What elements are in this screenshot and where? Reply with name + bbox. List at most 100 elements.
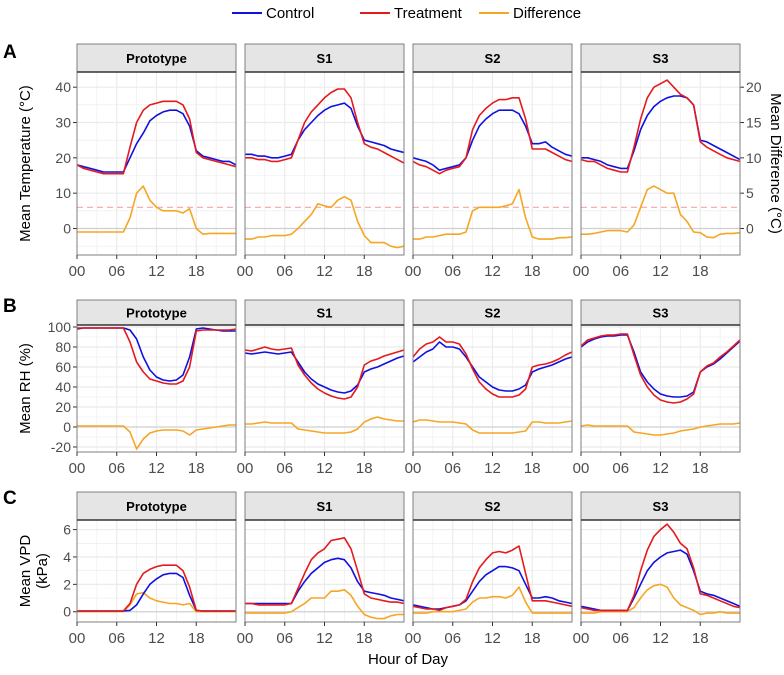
series-treatment xyxy=(245,88,405,164)
series-control xyxy=(412,341,573,392)
series-difference xyxy=(413,188,573,240)
x-tick-label: 06 xyxy=(276,630,293,647)
x-tick-label: 06 xyxy=(276,263,293,280)
secondary-y-tick-label: 15 xyxy=(746,115,762,131)
facet-s2: S2 00 06 12 18 xyxy=(405,43,573,280)
series-difference xyxy=(245,416,404,434)
facet-title: S2 xyxy=(485,499,501,514)
x-tick-label: 00 xyxy=(405,263,422,280)
x-tick-label: 00 xyxy=(573,263,590,280)
facet-s2: S2 00 06 12 18 xyxy=(405,491,573,647)
panel-letter: A xyxy=(3,42,17,63)
facet-s1: S1 00 06 12 18 xyxy=(237,491,405,647)
y-tick-label: 0 xyxy=(63,604,71,620)
secondary-y-tick-label: 0 xyxy=(746,221,754,237)
facet-title: Prototype xyxy=(126,306,187,321)
row-a: A Mean Temperature (°C) 0 10 20 30 40 0 5 10 15 20 M… xyxy=(3,42,784,280)
y-tick-label: 4 xyxy=(63,549,71,565)
facet-strip xyxy=(244,491,405,521)
x-tick-label: 00 xyxy=(405,460,422,477)
x-axis-title: Hour of Day xyxy=(368,651,449,668)
series-difference xyxy=(580,422,741,436)
series-control xyxy=(245,557,405,605)
series-treatment xyxy=(244,346,405,400)
secondary-y-tick-label: 20 xyxy=(746,79,762,95)
y-tick-label: 40 xyxy=(55,79,71,95)
series-treatment xyxy=(76,100,237,175)
panel-letter: C xyxy=(3,488,17,509)
x-tick-label: 06 xyxy=(612,460,629,477)
y-tick-label: -20 xyxy=(51,439,71,455)
x-tick-label: 18 xyxy=(188,630,205,647)
x-tick-label: 12 xyxy=(484,460,501,477)
facet-title: S3 xyxy=(653,306,669,321)
series-control xyxy=(245,102,405,159)
x-tick-label: 12 xyxy=(148,630,165,647)
legend-label: Difference xyxy=(513,5,581,22)
secondary-y-tick-label: 5 xyxy=(746,185,754,201)
y-axis-title: (kPa) xyxy=(34,553,51,589)
x-tick-label: 00 xyxy=(69,460,86,477)
y-tick-label: 0 xyxy=(63,221,71,237)
series-treatment xyxy=(580,523,741,612)
row-c: C Mean VPD (kPa) 0 2 4 6 Prototype 00 06 12 18 S1 00 0… xyxy=(3,488,741,647)
series-difference xyxy=(77,185,236,235)
x-tick-label: 18 xyxy=(356,460,373,477)
series-difference xyxy=(77,424,236,450)
series-control xyxy=(412,565,573,610)
x-tick-label: 18 xyxy=(188,263,205,280)
series-treatment xyxy=(412,97,573,175)
series-control xyxy=(244,351,405,394)
series-difference xyxy=(245,195,405,249)
series-difference xyxy=(245,588,404,620)
series-treatment xyxy=(77,327,237,385)
series-control xyxy=(76,109,237,173)
x-tick-label: 00 xyxy=(69,630,86,647)
facet-strip xyxy=(244,43,405,73)
series-control xyxy=(580,334,741,398)
x-tick-label: 06 xyxy=(612,263,629,280)
series-treatment xyxy=(245,536,405,606)
x-tick-label: 18 xyxy=(188,460,205,477)
legend-label: Treatment xyxy=(394,5,463,22)
facet-s3: S3 00 06 12 18 xyxy=(573,491,741,647)
y-axis-title: Mean Temperature (°C) xyxy=(17,85,34,242)
facet-s3: S3 00 06 12 18 xyxy=(573,299,741,477)
y-tick-label: 20 xyxy=(55,399,71,415)
series-treatment xyxy=(580,333,741,404)
facet-s2: S2 00 06 12 18 xyxy=(405,299,573,477)
x-tick-label: 18 xyxy=(524,460,541,477)
y-tick-label: 6 xyxy=(63,522,71,538)
series-control xyxy=(412,109,573,171)
facet-strip xyxy=(76,491,237,521)
series-treatment xyxy=(412,545,573,612)
facet-title: S1 xyxy=(317,499,333,514)
y-tick-label: 0 xyxy=(63,419,71,435)
x-tick-label: 06 xyxy=(276,460,293,477)
x-tick-label: 12 xyxy=(484,630,501,647)
x-tick-label: 06 xyxy=(612,630,629,647)
facet-prototype: Prototype 00 06 12 18 xyxy=(69,299,237,477)
facet-prototype: Prototype 00 06 12 18 xyxy=(69,43,237,280)
facet-title: S2 xyxy=(485,306,501,321)
x-tick-label: 18 xyxy=(356,263,373,280)
facet-title: S1 xyxy=(317,306,333,321)
x-tick-label: 12 xyxy=(652,460,669,477)
x-tick-label: 06 xyxy=(444,630,461,647)
panel-letter: B xyxy=(3,296,17,317)
y-tick-label: 40 xyxy=(55,379,71,395)
y-tick-label: 10 xyxy=(55,185,71,201)
x-tick-label: 06 xyxy=(444,263,461,280)
x-tick-label: 00 xyxy=(69,263,86,280)
secondary-y-tick-label: 10 xyxy=(746,150,762,166)
facet-title: S3 xyxy=(653,51,669,66)
facet-s1: S1 00 06 12 18 xyxy=(237,43,405,280)
facet-strip xyxy=(580,299,741,326)
x-tick-label: 18 xyxy=(692,630,709,647)
x-tick-label: 00 xyxy=(573,460,590,477)
x-tick-label: 12 xyxy=(316,263,333,280)
legend: Control Treatment Difference xyxy=(232,5,581,22)
y-tick-label: 80 xyxy=(55,339,71,355)
x-tick-label: 12 xyxy=(148,460,165,477)
facet-s1: S1 00 06 12 18 xyxy=(237,299,405,477)
